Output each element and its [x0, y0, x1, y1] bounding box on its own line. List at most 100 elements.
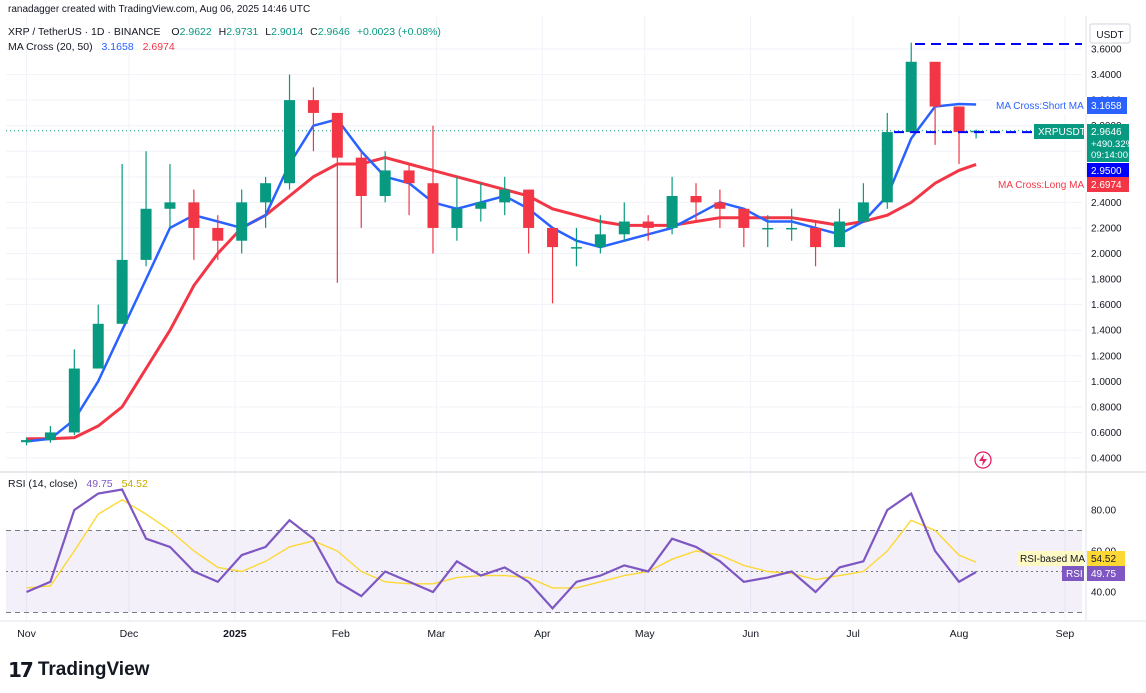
level-badge-value: 2.9500	[1091, 166, 1122, 177]
candle-body	[475, 202, 487, 209]
time-axis-label: Jul	[846, 628, 859, 640]
candle-body	[523, 189, 535, 228]
candle-body	[355, 157, 367, 196]
rsi-badge-value: 49.75	[1091, 569, 1116, 580]
candle-body	[570, 247, 582, 249]
currency-box[interactable]	[1089, 23, 1131, 44]
candle-body	[810, 227, 822, 248]
candle-body	[164, 202, 176, 209]
symbol-badge-label: XRPUSDT	[1038, 127, 1086, 138]
level-badge: 2.9500	[1087, 163, 1129, 178]
rsi-badge: RSI 49.75	[1062, 566, 1125, 581]
candle-body	[833, 221, 845, 248]
candles	[20, 42, 982, 446]
candle-body	[188, 202, 200, 228]
price-tick-label: 2.0000	[1091, 249, 1122, 260]
short-ma-badge-value: 3.1658	[1091, 101, 1122, 112]
rsi-badge-label: RSI	[1066, 569, 1083, 580]
rsi-tick-label: 80.00	[1091, 506, 1116, 517]
rsi-legend[interactable]: RSI (14, close) 49.75 54.52	[8, 478, 148, 490]
price-tick-label: 3.4000	[1091, 70, 1122, 81]
price-pane[interactable]	[6, 42, 1082, 469]
candle-body	[427, 183, 439, 228]
candle-body	[762, 227, 774, 230]
price-tick-label: 0.6000	[1091, 428, 1122, 439]
candle-body	[403, 170, 415, 184]
candle-body	[140, 208, 152, 260]
ma-short-line	[26, 102, 977, 443]
candle-body	[738, 208, 750, 228]
price-tick-label: 2.4000	[1091, 198, 1122, 209]
alert-icon[interactable]	[974, 451, 992, 469]
candle-body	[499, 189, 511, 203]
candle-body	[212, 227, 224, 241]
time-axis-label: Feb	[332, 628, 350, 640]
currency-label: USDT	[1096, 30, 1123, 41]
time-axis-label: Apr	[534, 628, 551, 640]
candle-body	[786, 227, 798, 230]
rsi-ma-badge-label: RSI-based MA	[1020, 554, 1085, 565]
price-tick-label: 2.2000	[1091, 223, 1122, 234]
short-ma-badge-label: MA Cross:Short MA	[996, 101, 1084, 112]
candle-body	[953, 106, 965, 133]
last-price-value: 2.9646	[1091, 127, 1122, 138]
price-tick-label: 0.8000	[1091, 402, 1122, 413]
time-axis[interactable]: Nov Dec 2025 Feb Mar Apr May Jun Jul Aug Sep	[17, 628, 1074, 640]
long-ma-badge-value: 2.6974	[1091, 180, 1122, 191]
candle-body	[881, 132, 893, 203]
price-badge: XRPUSDT 2.9646 +490.32% 09:14:00	[1034, 124, 1135, 162]
tradingview-brand[interactable]: 17 TradingView	[8, 658, 149, 682]
candle-body	[20, 440, 32, 443]
rsi-ma-line	[26, 498, 977, 589]
time-axis-label: Aug	[950, 628, 969, 640]
candle-body	[307, 100, 319, 113]
candle-body	[690, 195, 702, 203]
candle-body	[547, 227, 559, 248]
time-axis-label: Nov	[17, 628, 36, 640]
candle-body	[929, 61, 941, 107]
candle-body	[642, 221, 654, 228]
rsi-pane[interactable]	[6, 488, 1082, 613]
candle-body	[284, 100, 296, 184]
time-axis-label: Sep	[1056, 628, 1075, 640]
candle-body	[618, 221, 630, 235]
candle-body	[260, 183, 272, 203]
ma-cross-legend[interactable]: MA Cross (20, 50) 3.1658 2.6974	[8, 41, 175, 53]
long-ma-badge: MA Cross:Long MA 2.6974	[996, 177, 1129, 192]
short-ma-badge: MA Cross:Short MA 3.1658	[992, 97, 1128, 114]
price-tick-label: 3.6000	[1091, 45, 1122, 56]
candle-body	[594, 234, 606, 248]
candle-body	[44, 432, 56, 441]
time-axis-label: May	[635, 628, 656, 640]
candle-body	[451, 208, 463, 228]
percent-change-value: +490.32%	[1091, 139, 1135, 150]
time-axis-label: Jun	[742, 628, 759, 640]
price-tick-label: 0.4000	[1091, 454, 1122, 465]
ohlc-legend[interactable]: XRP / TetherUS · 1D · BINANCE O2.9622 H2…	[8, 26, 441, 38]
candle-body	[116, 259, 128, 324]
time-axis-label: Mar	[427, 628, 446, 640]
candle-body	[331, 112, 343, 158]
created-by-text: ranadagger created with TradingView.com,…	[8, 4, 310, 15]
rsi-ma-badge: RSI-based MA 54.52	[1018, 551, 1125, 566]
candle-body	[236, 202, 248, 241]
tradingview-brand-name: TradingView	[37, 659, 150, 680]
symbol-title: XRP / TetherUS · 1D · BINANCE	[8, 26, 161, 38]
long-ma-badge-label: MA Cross:Long MA	[998, 180, 1084, 191]
candle-body	[857, 202, 869, 222]
candle-body	[714, 202, 726, 209]
bar-countdown-value: 09:14:00	[1091, 150, 1128, 161]
price-tick-label: 1.2000	[1091, 351, 1122, 362]
price-tick-label: 1.4000	[1091, 326, 1122, 337]
tradingview-logo-icon: 17	[8, 658, 34, 682]
candle-body	[92, 323, 104, 369]
rsi-ma-badge-value: 54.52	[1091, 554, 1116, 565]
candle-body	[68, 368, 80, 433]
rsi-line	[26, 488, 977, 611]
price-tick-label: 1.8000	[1091, 275, 1122, 286]
time-axis-label: 2025	[223, 628, 247, 640]
candle-body	[905, 61, 917, 133]
price-tick-label: 1.0000	[1091, 377, 1122, 388]
candle-body	[379, 170, 391, 196]
